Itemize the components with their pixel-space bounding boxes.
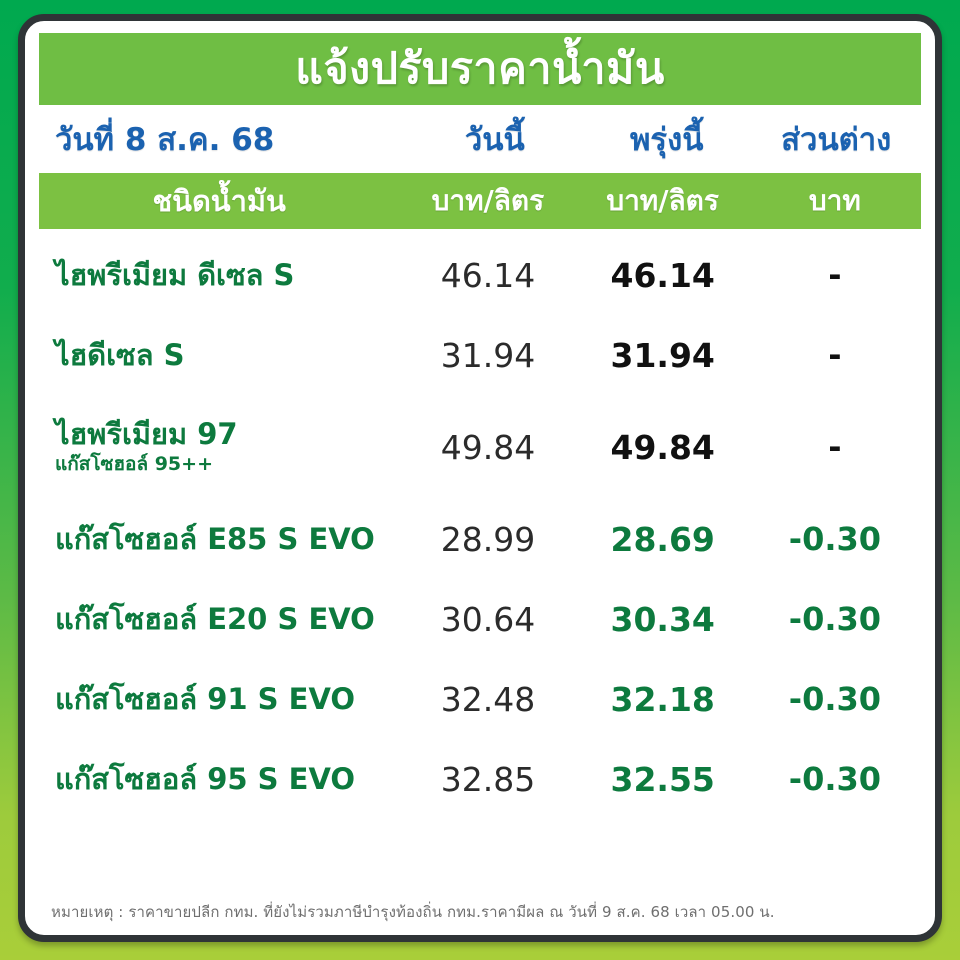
unit-tomorrow: บาท/ลิตร [606,184,719,217]
price-today: 32.85 [440,759,536,799]
price-difference: - [828,336,842,374]
price-today: 28.99 [440,519,536,559]
fuel-name-cell: แก๊สโซฮอล์ 95 S EVO [39,761,399,796]
column-header-difference: ส่วนต่าง [781,122,892,158]
price-tomorrow: 32.55 [610,759,715,799]
fuel-name: ไฮพรีเมียม 97 [55,417,238,452]
price-tomorrow: 28.69 [610,519,715,559]
footnote: หมายเหตุ : ราคาขายปลีก กทม. ที่ยังไม่รวม… [51,903,775,921]
price-tomorrow: 30.34 [610,599,715,639]
column-header-today: วันนี้ [464,122,525,158]
page-title: แจ้งปรับราคาน้ำมัน [295,43,665,94]
fuel-name: แก๊สโซฮอล์ E85 S EVO [55,521,375,556]
fuel-name-subtitle: แก๊สโซฮอล์ 95++ [55,452,213,475]
table-row: แก๊สโซฮอล์ 95 S EVO 32.85 32.55 -0.30 [39,739,921,819]
column-header-fuel-type: ชนิดน้ำมัน [152,184,286,218]
unit-today: บาท/ลิตร [431,184,545,217]
fuel-name: แก๊สโซฮอล์ 91 S EVO [55,681,356,716]
price-today: 46.14 [440,255,536,295]
fuel-name: ไฮดีเซล S [55,337,185,372]
price-tomorrow: 49.84 [610,427,715,467]
table-row: ไฮพรีเมียม ดีเซล S 46.14 46.14 - [39,235,921,315]
table-row: ไฮพรีเมียม 97 แก๊สโซฮอล์ 95++ 49.84 49.8… [39,395,921,499]
price-today: 30.64 [440,599,536,639]
fuel-name-cell: ไฮพรีเมียม 97 แก๊สโซฮอล์ 95++ [39,419,399,474]
fuel-name-cell: แก๊สโซฮอล์ E85 S EVO [39,521,399,556]
price-tomorrow: 32.18 [610,679,715,719]
price-difference: -0.30 [788,600,882,638]
fuel-name: แก๊สโซฮอล์ 95 S EVO [55,761,356,796]
unit-difference: บาท [808,184,861,217]
price-today: 31.94 [440,335,536,375]
price-today: 49.84 [440,427,536,467]
price-difference: -0.30 [788,520,882,558]
price-difference: -0.30 [788,760,882,798]
unit-header-band: ชนิดน้ำมัน บาท/ลิตร บาท/ลิตร บาท [39,173,921,229]
table-row: ไฮดีเซล S 31.94 31.94 - [39,315,921,395]
price-card: แจ้งปรับราคาน้ำมัน วันที่ 8 ส.ค. 68 วันน… [18,14,942,942]
table-row: แก๊สโซฮอล์ E20 S EVO 30.64 30.34 -0.30 [39,579,921,659]
price-difference: - [828,428,842,466]
price-today: 32.48 [440,679,536,719]
fuel-name: ไฮพรีเมียม ดีเซล S [55,257,295,292]
title-band: แจ้งปรับราคาน้ำมัน [39,33,921,105]
price-tomorrow: 46.14 [610,255,715,295]
price-tomorrow: 31.94 [610,335,715,375]
fuel-name-cell: ไฮดีเซล S [39,337,399,372]
fuel-name-cell: ไฮพรีเมียม ดีเซล S [39,257,399,292]
table-row: แก๊สโซฮอล์ 91 S EVO 32.48 32.18 -0.30 [39,659,921,739]
fuel-name: แก๊สโซฮอล์ E20 S EVO [55,601,375,636]
fuel-name-cell: แก๊สโซฮอล์ 91 S EVO [39,681,399,716]
effective-date-label: วันที่ 8 ส.ค. 68 [55,122,275,158]
column-header-row: วันที่ 8 ส.ค. 68 วันนี้ พรุ่งนี้ ส่วนต่า… [25,105,935,173]
price-table-body: ไฮพรีเมียม ดีเซล S 46.14 46.14 - ไฮดีเซล… [25,229,935,897]
fuel-name-cell: แก๊สโซฮอล์ E20 S EVO [39,601,399,636]
price-difference: - [828,256,842,294]
price-difference: -0.30 [788,680,882,718]
table-row: แก๊สโซฮอล์ E85 S EVO 28.99 28.69 -0.30 [39,499,921,579]
column-header-tomorrow: พรุ่งนี้ [630,122,704,158]
